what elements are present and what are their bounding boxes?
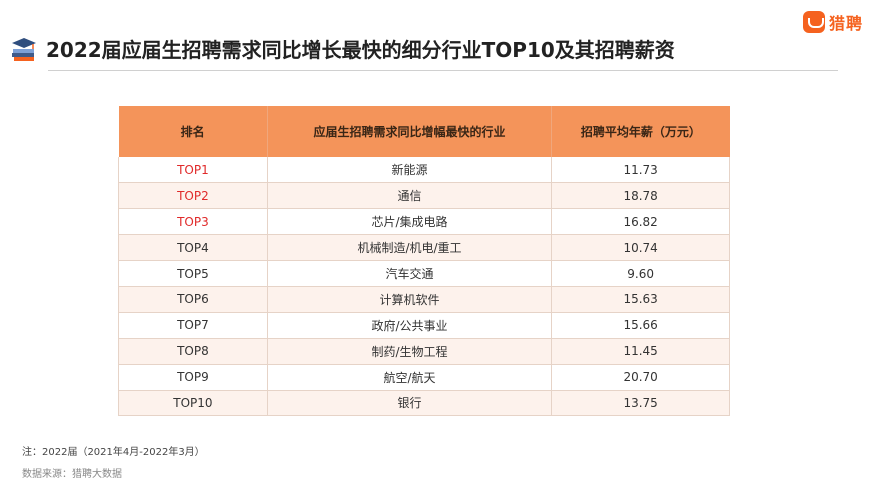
graduation-books-icon — [12, 37, 36, 61]
industry-cell: 汽车交通 — [267, 260, 553, 287]
title-row: 2022届应届生招聘需求同比增长最快的细分行业TOP10及其招聘薪资 — [10, 34, 675, 63]
rank-cell: TOP4 — [118, 234, 268, 262]
table-row: TOP1 新能源 11.73 — [118, 157, 730, 184]
rank-cell: TOP9 — [118, 364, 268, 391]
industry-cell: 计算机软件 — [267, 286, 553, 313]
industry-ranking-table: 排名 应届生招聘需求同比增幅最快的行业 招聘平均年薪（万元） TOP1 新能源 … — [118, 106, 730, 417]
rank-cell: TOP1 — [118, 157, 268, 184]
rank-cell: TOP10 — [118, 390, 268, 417]
rank-cell: TOP3 — [118, 208, 268, 236]
industry-cell: 银行 — [267, 390, 553, 417]
data-source: 数据来源：猎聘大数据 — [22, 469, 122, 480]
brand-logo: 猎聘 — [802, 10, 863, 34]
industry-cell: 机械制造/机电/重工 — [267, 234, 553, 262]
page-title: 2022届应届生招聘需求同比增长最快的细分行业TOP10及其招聘薪资 — [46, 38, 675, 62]
table-row: TOP10 银行 13.75 — [118, 390, 730, 417]
footnote: 注：2022届（2021年4月-2022年3月） — [22, 447, 205, 458]
salary-cell: 10.74 — [551, 234, 730, 262]
industry-cell: 通信 — [267, 182, 553, 210]
title-divider — [48, 70, 838, 71]
salary-cell: 9.60 — [551, 260, 730, 287]
rank-cell: TOP7 — [118, 312, 268, 339]
industry-cell: 航空/航天 — [267, 364, 553, 391]
salary-cell: 11.73 — [551, 157, 730, 184]
industry-cell: 制药/生物工程 — [267, 338, 553, 365]
header-rank: 排名 — [118, 106, 268, 157]
rank-cell: TOP2 — [118, 182, 268, 210]
table-header-row: 排名 应届生招聘需求同比增幅最快的行业 招聘平均年薪（万元） — [118, 106, 730, 157]
table-row: TOP7 政府/公共事业 15.66 — [118, 312, 730, 339]
salary-cell: 13.75 — [551, 390, 730, 417]
salary-cell: 11.45 — [551, 338, 730, 365]
industry-cell: 政府/公共事业 — [267, 312, 553, 339]
salary-cell: 16.82 — [551, 208, 730, 236]
table-row: TOP4 机械制造/机电/重工 10.74 — [118, 234, 730, 262]
table-row: TOP9 航空/航天 20.70 — [118, 364, 730, 391]
salary-cell: 18.78 — [551, 182, 730, 210]
rank-cell: TOP5 — [118, 260, 268, 287]
industry-cell: 新能源 — [267, 157, 553, 184]
table-row: TOP8 制药/生物工程 11.45 — [118, 338, 730, 365]
salary-cell: 15.66 — [551, 312, 730, 339]
salary-cell: 15.63 — [551, 286, 730, 313]
table-row: TOP2 通信 18.78 — [118, 182, 730, 210]
brand-icon — [802, 11, 825, 33]
industry-cell: 芯片/集成电路 — [267, 208, 553, 236]
salary-cell: 20.70 — [551, 364, 730, 391]
table-row: TOP6 计算机软件 15.63 — [118, 286, 730, 313]
brand-name: 猎聘 — [828, 14, 863, 33]
header-salary: 招聘平均年薪（万元） — [551, 106, 730, 157]
rank-cell: TOP6 — [118, 286, 268, 313]
rank-cell: TOP8 — [118, 338, 268, 365]
header-industry: 应届生招聘需求同比增幅最快的行业 — [267, 106, 553, 157]
table-row: TOP5 汽车交通 9.60 — [118, 260, 730, 287]
table-row: TOP3 芯片/集成电路 16.82 — [118, 208, 730, 236]
